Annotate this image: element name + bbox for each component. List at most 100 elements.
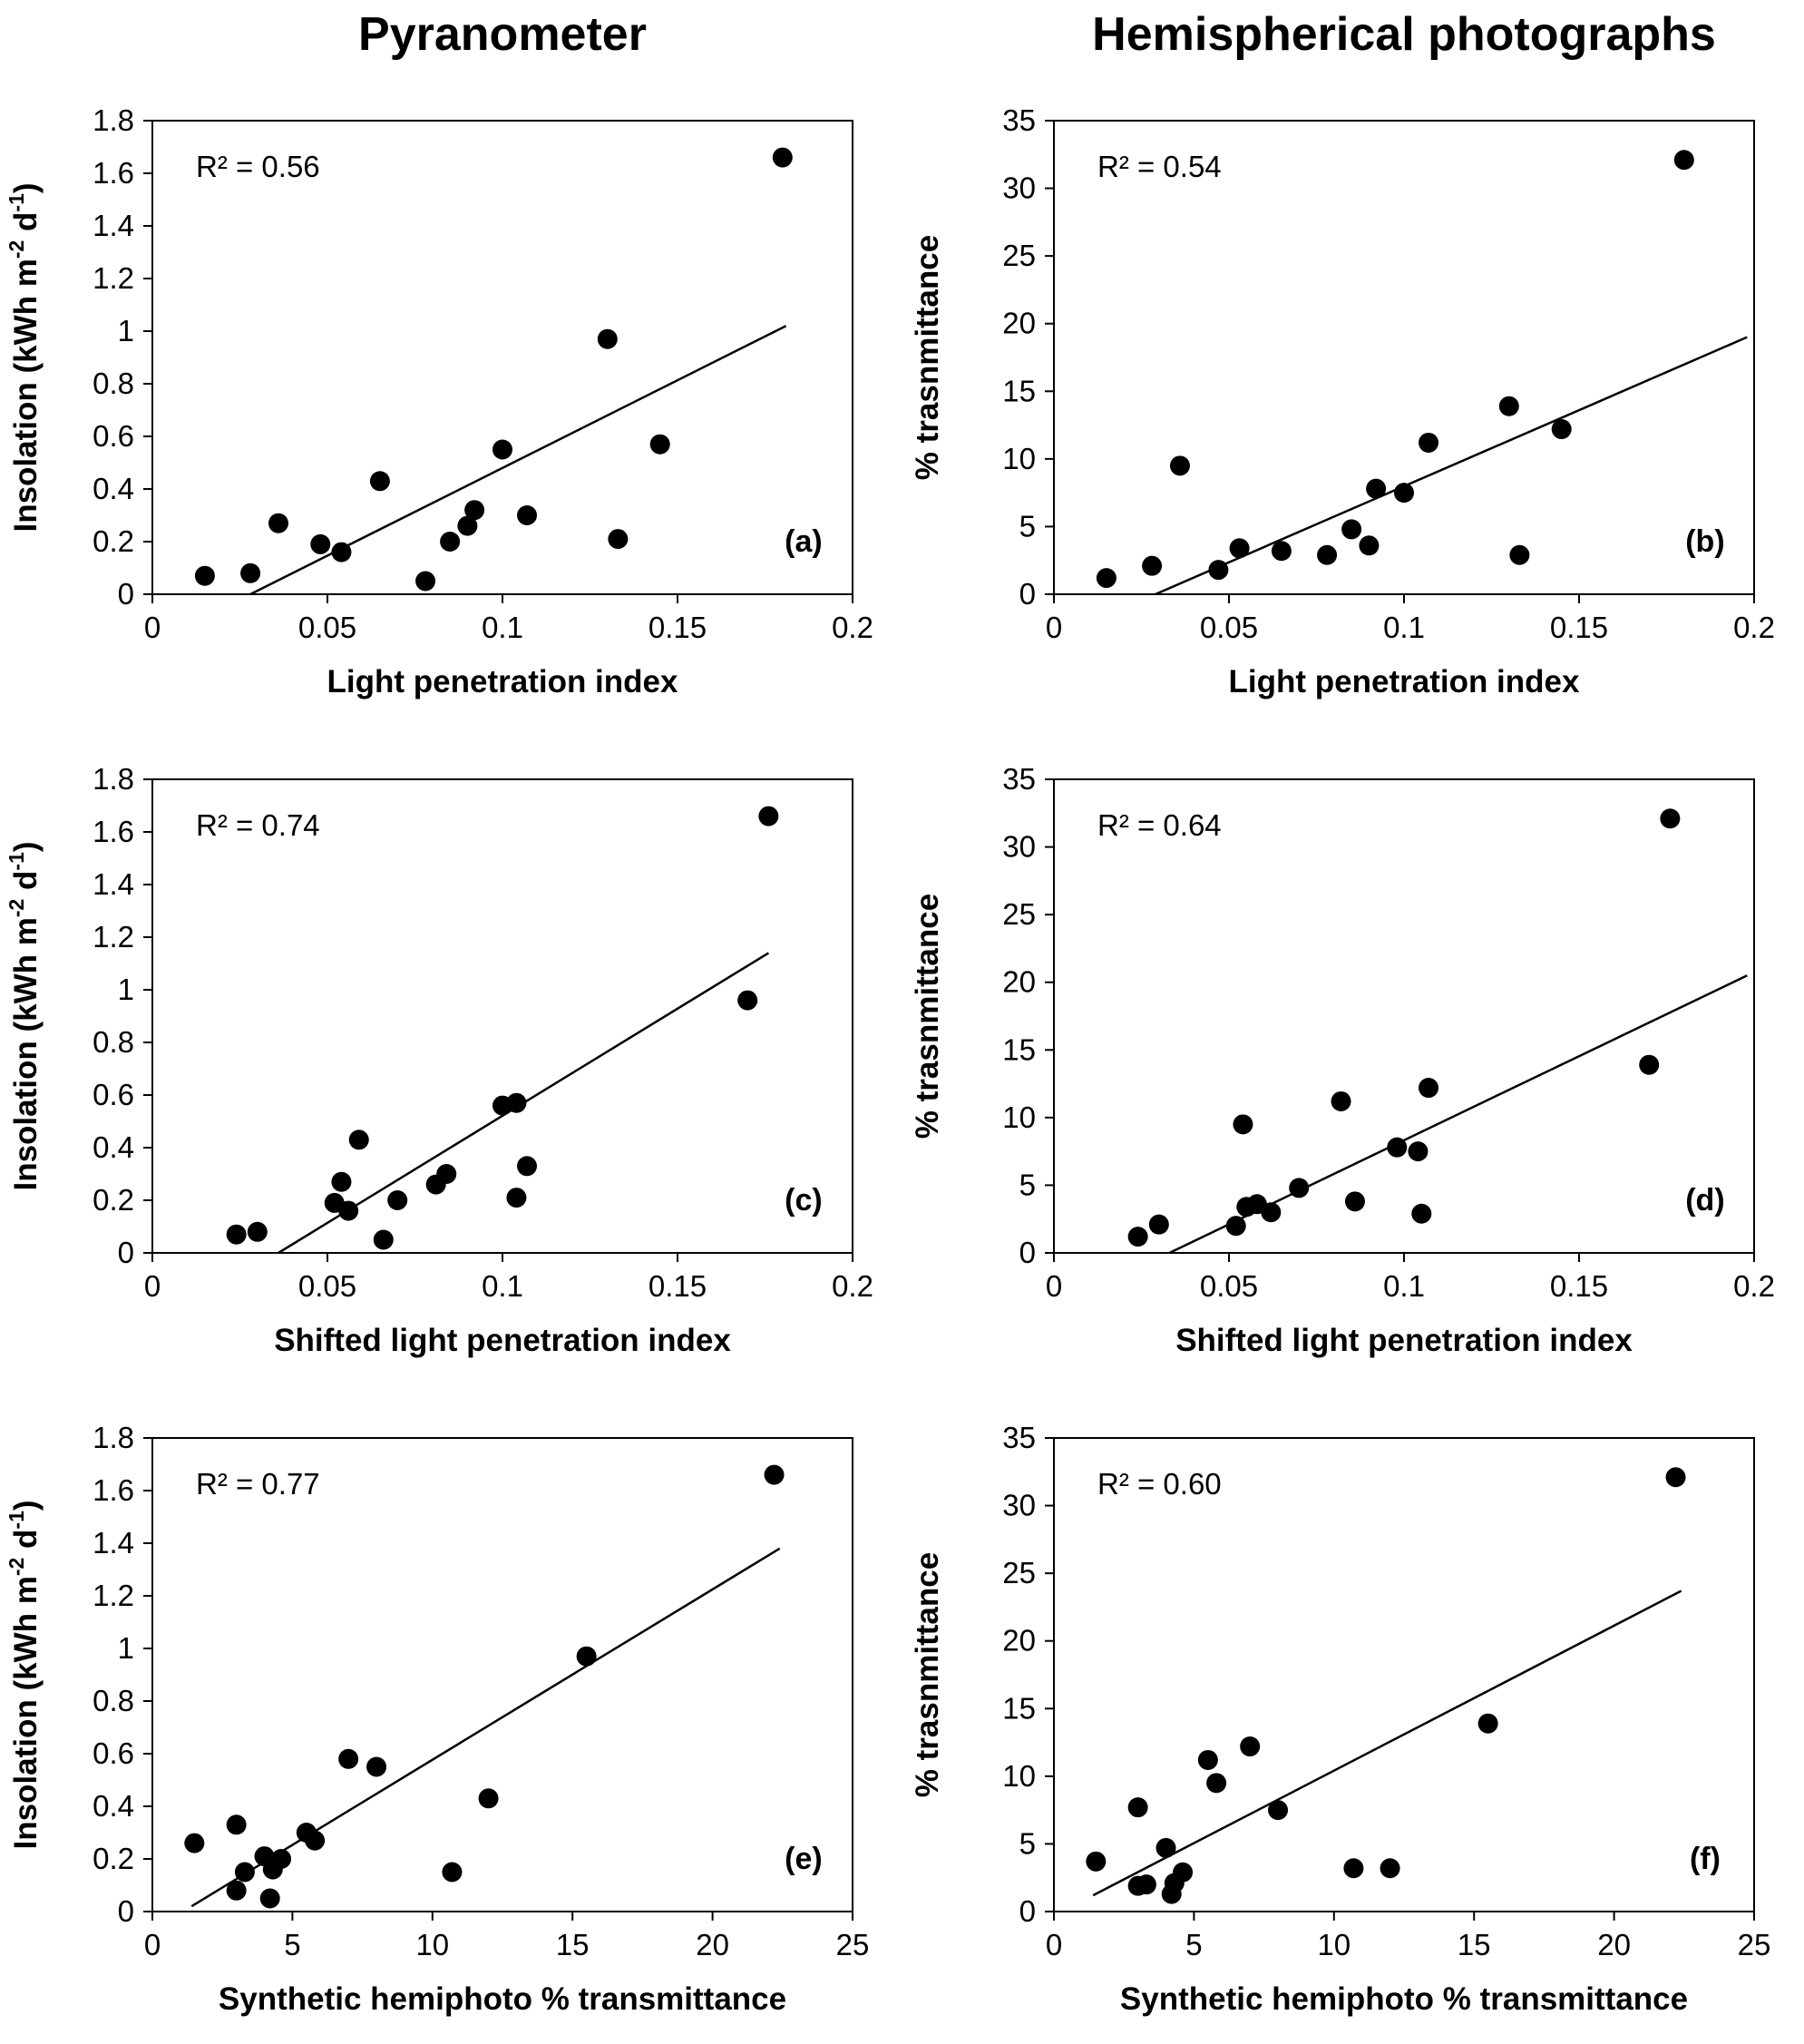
y-tick-label: 30: [1002, 171, 1036, 205]
chart-panel-e: 0 5 10 15 20 25 0 0.2 0.4 0.6 0.8 1 1.2 1.4 1.6 1.8 Synt…: [0, 1385, 902, 2044]
y-tick-label: 0.4: [93, 472, 134, 505]
y-tick-label: 0.6: [93, 1736, 134, 1770]
data-point: [1331, 1090, 1351, 1111]
data-point: [478, 1788, 499, 1809]
x-tick-label: 0: [1046, 1928, 1062, 1961]
data-point: [1173, 1862, 1194, 1883]
chart-svg: 0 0.05 0.1 0.15 0.2 0 5 10 15 20 25 30 35 Light penet…: [910, 103, 1775, 699]
y-tick-label: 10: [1002, 1100, 1036, 1134]
data-point: [1240, 1736, 1261, 1757]
data-point: [1551, 419, 1572, 440]
y-tick-label: 20: [1002, 1624, 1036, 1658]
data-point: [1086, 1851, 1107, 1872]
chart-svg: 0 5 10 15 20 25 0 0.2 0.4 0.6 0.8 1 1.2 1.4 1.6 1.8 Synt…: [5, 1421, 870, 2017]
y-tick-label: 10: [1002, 442, 1036, 475]
x-tick-label: 0.2: [1733, 611, 1775, 644]
data-point: [1261, 1202, 1282, 1223]
y-tick-label: 0.6: [93, 419, 134, 453]
x-axis-title: Shifted light penetration index: [1175, 1323, 1633, 1358]
data-point: [1366, 478, 1387, 499]
y-tick-label: 1.4: [93, 209, 134, 242]
data-point: [310, 533, 331, 554]
y-axis-title: Insolation (kWh m-2 d-1): [5, 841, 44, 1190]
data-point: [1208, 560, 1229, 581]
trend-line: [1155, 336, 1748, 596]
panel-letter-label: (b): [1685, 524, 1724, 559]
data-point: [366, 1756, 387, 1777]
data-point: [259, 1888, 280, 1909]
data-point: [1394, 483, 1414, 504]
x-tick-label: 0.05: [1200, 611, 1258, 644]
data-point: [1660, 808, 1681, 829]
y-tick-label: 0: [1019, 1894, 1036, 1928]
trend-line: [1092, 1589, 1682, 1897]
data-point: [1408, 1141, 1429, 1162]
trend-line: [190, 1547, 781, 1908]
x-tick-label: 0: [144, 1269, 161, 1303]
y-axis-title: % trasnmittance: [910, 894, 945, 1139]
data-point: [1268, 1800, 1289, 1821]
data-point: [268, 513, 288, 533]
data-point: [331, 1171, 352, 1192]
y-tick-label: 1: [118, 973, 134, 1006]
data-point: [1673, 150, 1694, 171]
y-tick-label: 0: [118, 577, 134, 611]
x-tick-label: 10: [1317, 1928, 1351, 1961]
r-squared-annotation: R² = 0.56: [196, 150, 320, 183]
data-point: [1341, 519, 1362, 540]
y-tick-label: 0.4: [93, 1130, 134, 1164]
x-tick-label: 25: [1738, 1928, 1771, 1961]
chart-svg: 0 0.05 0.1 0.15 0.2 0 5 10 15 20 25 30 35 Shifted lig…: [910, 762, 1775, 1358]
data-point: [442, 1862, 463, 1883]
x-tick-label: 0.1: [482, 611, 523, 644]
data-point: [436, 1164, 457, 1184]
data-point: [1271, 541, 1292, 562]
y-tick-label: 1.2: [93, 1579, 134, 1612]
data-point: [1197, 1749, 1218, 1770]
data-point: [305, 1830, 326, 1851]
data-point: [338, 1200, 359, 1221]
data-point: [1169, 455, 1190, 476]
data-point: [387, 1190, 408, 1210]
x-tick-label: 5: [284, 1928, 300, 1961]
data-point: [576, 1646, 597, 1667]
y-tick-label: 5: [1019, 1168, 1036, 1201]
x-tick-label: 25: [836, 1928, 870, 1961]
x-tick-label: 15: [556, 1928, 590, 1961]
y-tick-label: 30: [1002, 830, 1036, 864]
chart-panel-c: 0 0.05 0.1 0.15 0.2 0 0.2 0.4 0.6 0.8 1 1.2 1.4 1.6 1.…: [0, 727, 902, 1385]
y-tick-label: 0: [118, 1236, 134, 1269]
data-point: [464, 500, 485, 521]
y-tick-label: 0: [118, 1894, 134, 1928]
y-axis-title: Insolation (kWh m-2 d-1): [5, 182, 44, 532]
data-point: [373, 1229, 394, 1250]
y-tick-label: 5: [1019, 509, 1036, 543]
data-point: [758, 806, 779, 826]
data-point: [369, 471, 390, 492]
x-tick-label: 0.1: [1383, 611, 1425, 644]
chart-panel-f: 0 5 10 15 20 25 0 5 10 15 20 25 30 35 Synthetic hemiph…: [902, 1385, 1803, 2044]
x-tick-label: 0.2: [1733, 1269, 1775, 1303]
data-point: [1233, 1114, 1253, 1135]
x-tick-label: 0.2: [832, 611, 873, 644]
y-tick-label: 0.8: [93, 1684, 134, 1717]
data-point: [457, 515, 478, 536]
y-tick-label: 0.2: [93, 524, 134, 558]
y-axis-title: Insolation (kWh m-2 d-1): [5, 1500, 44, 1849]
data-point: [772, 147, 793, 168]
data-point: [1411, 1203, 1432, 1224]
y-tick-label: 15: [1002, 374, 1036, 407]
data-point: [1156, 1837, 1176, 1858]
data-point: [506, 1092, 527, 1113]
plot-border: [1053, 1437, 1755, 1912]
x-axis-title: Shifted light penetration index: [274, 1323, 731, 1358]
r-squared-annotation: R² = 0.77: [196, 1467, 320, 1501]
data-point: [1148, 1214, 1169, 1235]
y-tick-label: 5: [1019, 1826, 1036, 1860]
x-axis-title: Synthetic hemiphoto % transmittance: [1120, 1981, 1688, 2017]
y-tick-label: 1.8: [93, 103, 134, 137]
y-tick-label: 25: [1002, 897, 1036, 931]
y-tick-label: 25: [1002, 1556, 1036, 1589]
y-tick-label: 1.6: [93, 1473, 134, 1507]
y-tick-label: 1: [118, 314, 134, 347]
